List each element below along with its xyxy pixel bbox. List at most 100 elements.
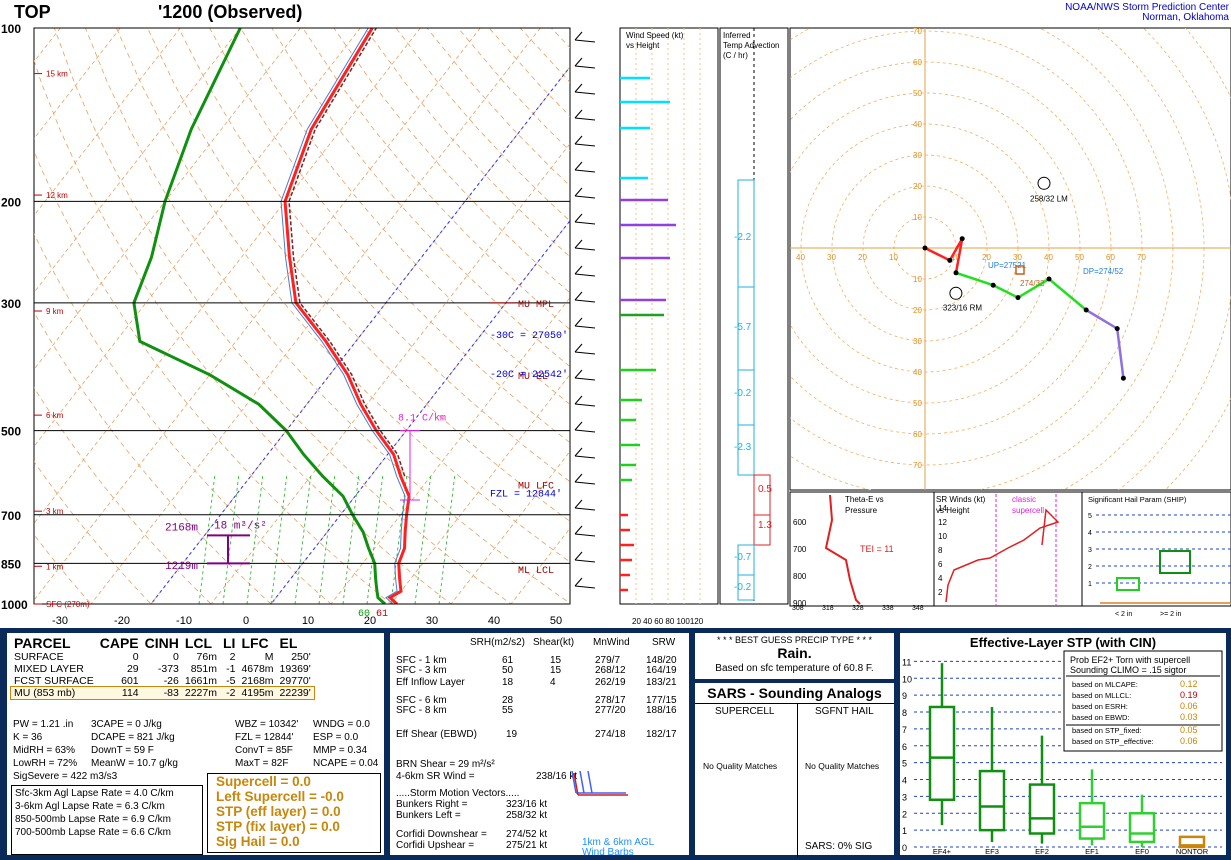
theta-p-label: 900 <box>793 599 807 608</box>
pressure-label: 850 <box>1 557 21 571</box>
hodo-ring-label: 10 <box>913 213 922 222</box>
hodo-point <box>959 236 965 242</box>
index-cell: DCAPE = 821 J/kg <box>91 732 175 743</box>
hodo-point <box>1046 276 1052 282</box>
hodo-ring-label: 20 <box>982 253 991 262</box>
hodo-ring-label: 50 <box>913 89 922 98</box>
stp-cat-label: EF4+ <box>933 847 952 855</box>
stp-ytick: 10 <box>902 674 912 684</box>
wind-barb-flag <box>574 265 583 275</box>
kin-cell: SFC - 3 km <box>396 665 447 676</box>
lapse-box: Sfc-3km Agl Lapse Rate = 4.0 C/km 3-6km … <box>11 785 203 855</box>
index-cell: WNDG = 0.0 <box>313 719 370 730</box>
kin-hdr-shear: Shear(kt) <box>533 637 575 648</box>
kin-cell: 55 <box>502 705 514 716</box>
height-label: 1 km <box>46 562 64 571</box>
sr46-value: 238/16 kt <box>536 771 578 782</box>
theta-p-label: 700 <box>793 545 807 554</box>
srw-h-label: 6 <box>938 560 943 569</box>
corfidi-down-label: Corfidi Downshear = <box>396 829 487 840</box>
prob-line-1: Prob EF2+ Torn with supercell <box>1070 655 1190 665</box>
parcel-cell: 19369' <box>279 663 311 675</box>
kin-cell: 183/21 <box>646 677 677 688</box>
srw-title1: SR Winds (kt) <box>936 495 986 504</box>
stp-box <box>1028 783 1056 835</box>
barbs-label-2: Wind Barbs <box>582 847 634 858</box>
hodo-ring-label: 60 <box>913 58 922 67</box>
hodo-ring-label: 20 <box>913 182 922 191</box>
ship-tick: 4 <box>1088 530 1092 537</box>
hdr-el: EL <box>279 635 298 651</box>
wind-barb-flag <box>574 577 583 587</box>
dry-adiabat <box>34 534 92 604</box>
theta-title2: Pressure <box>845 506 878 515</box>
center-city: Norman, Oklahoma <box>1142 12 1229 23</box>
theta-title1: Theta-E vs <box>845 495 884 504</box>
annotation-mu_lfc: MU LFC <box>518 481 554 492</box>
dry-adiabat <box>53 28 512 604</box>
theta-x-label: 348 <box>912 605 924 612</box>
parcel-table: PARCEL CAPE CINH LCL LI LFC EL SURFACE 0 0… <box>10 635 315 700</box>
hodo-point <box>953 270 959 276</box>
hdr-lfc: LFC <box>241 635 269 651</box>
kin-cell: 164/19 <box>646 665 677 676</box>
hdr-cinh: CINH <box>144 635 179 651</box>
storm-motion-title: .....Storm Motion Vectors..... <box>396 788 520 799</box>
stp-box <box>1128 812 1156 844</box>
hodo-ring-label: 40 <box>796 253 805 262</box>
parcel-panel: PARCEL CAPE CINH LCL LI LFC EL SURFACE 0 0… <box>6 632 385 856</box>
param-supercell: Supercell = 0.0 <box>216 774 311 789</box>
ship-tick: 2 <box>1088 564 1092 571</box>
advection-value: -0.2 <box>734 388 752 399</box>
srw-h-label: 12 <box>938 518 947 527</box>
theta-e-profile <box>824 494 861 605</box>
hdr-cape: CAPE <box>99 635 139 651</box>
index-cell: MeanW = 10.7 g/kg <box>91 758 178 769</box>
kin-cell: 15 <box>550 655 562 666</box>
pressure-label: 300 <box>1 297 21 311</box>
isotherm <box>34 28 301 371</box>
dry-adiabat <box>34 150 392 604</box>
hodo-ring-label: 20 <box>913 306 922 315</box>
isotherm <box>34 28 481 601</box>
tei-label: TEI = 11 <box>860 544 894 554</box>
kin-cell: SFC - 6 km <box>396 695 447 706</box>
bunkers-left-label: Bunkers Left = <box>396 810 461 821</box>
ship-tick: 1 <box>1088 581 1092 588</box>
kin-cell: SFC - 8 km <box>396 705 447 716</box>
parcel-row: SURFACE 0 0 76m 2 M 250' <box>11 651 314 663</box>
stp-cat-label: NONTOR <box>1176 847 1209 855</box>
index-cell: MMP = 0.34 <box>313 745 368 756</box>
advection-value: 1.3 <box>758 520 772 531</box>
hodo-ring-label: 30 <box>1013 253 1022 262</box>
parcel-cell: 2227m <box>184 687 217 699</box>
wind-barb-flag <box>574 291 583 301</box>
param-left-supercell: Left Supercell = -0.0 <box>216 789 344 804</box>
temp-tick-label: -20 <box>114 615 130 627</box>
wind-barb-flag <box>574 109 583 119</box>
hodo-ring-label: 50 <box>1075 253 1084 262</box>
theta-p-label: 600 <box>793 518 807 527</box>
parcel-cell: -1 <box>226 663 236 675</box>
stp-ytick: 1 <box>902 826 907 836</box>
kin-cell: 274/18 <box>595 729 626 740</box>
srw-h-label: 8 <box>938 546 943 555</box>
right-mover-label: 323/16 RM <box>943 303 982 312</box>
parcel-cell: 76m <box>196 651 217 663</box>
parcel-row: MIXED LAYER 29 -373 851m -1 4678m 19369' <box>11 663 314 675</box>
stp-ytick: 6 <box>902 742 907 752</box>
srw-profile <box>945 508 1060 603</box>
hodo-point <box>947 257 953 263</box>
station-label: TOP <box>14 2 51 22</box>
prob-line-2: Sounding CLIMO = .15 sigtor <box>1070 665 1186 675</box>
wind-barb <box>574 455 596 459</box>
pressure-label: 1000 <box>1 598 28 612</box>
parcel-cell: SURFACE <box>14 651 64 663</box>
bunkers-right-value: 323/16 kt <box>506 799 548 810</box>
hdr-li: LI <box>222 635 236 651</box>
annotation-lapse: 8.1 C/km <box>398 412 446 424</box>
theta-p-label: 800 <box>793 572 807 581</box>
wind-barb <box>574 195 596 199</box>
kin-cell: 278/17 <box>595 695 626 706</box>
